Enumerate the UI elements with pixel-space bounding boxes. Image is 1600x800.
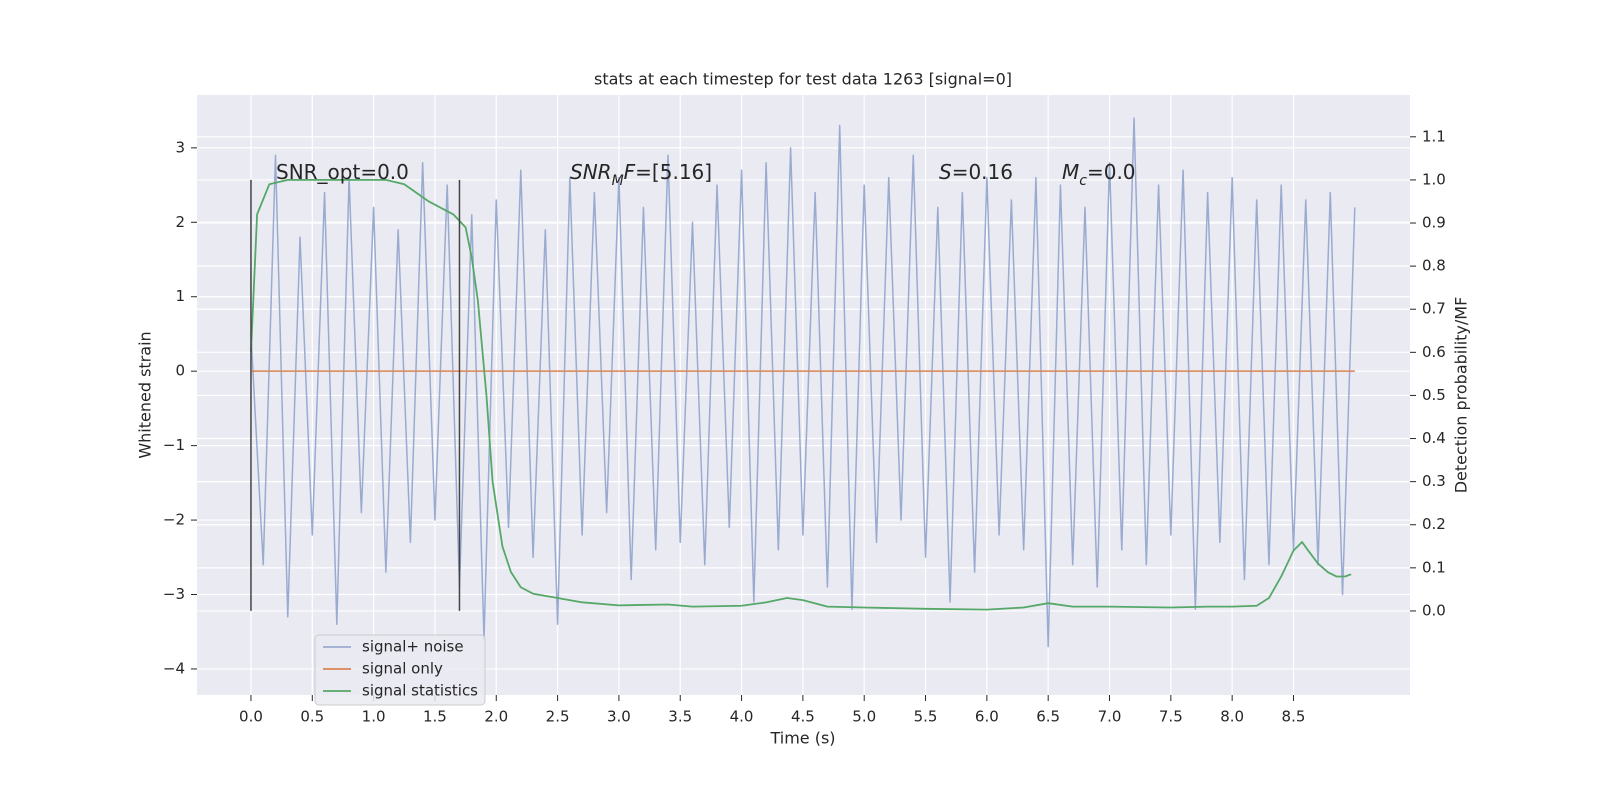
y-tick-label: −4	[163, 659, 185, 677]
x-tick-label: 8.0	[1220, 708, 1244, 726]
annotation: SNR_opt=0.0	[276, 160, 409, 184]
legend-box	[314, 634, 486, 706]
y-tick-label: 3	[175, 138, 185, 156]
annotation-part: =0.0	[1087, 160, 1136, 184]
y2-tick-label: 0.6	[1422, 343, 1446, 361]
x-tick-label: 1.5	[423, 708, 447, 726]
x-tick-label: 0.5	[300, 708, 324, 726]
y2-tick-label: 0.9	[1422, 214, 1446, 232]
chart-title: stats at each timestep for test data 126…	[594, 70, 1012, 89]
annotation-part: SNR	[570, 160, 612, 184]
annotation-part: M	[612, 173, 624, 189]
y-tick-label: 2	[175, 213, 185, 231]
annotation-part: =0.16	[952, 160, 1013, 184]
x-tick-label: 7.5	[1159, 708, 1183, 726]
y2-tick-label: 0.3	[1422, 472, 1446, 490]
series-line	[250, 117, 1356, 648]
x-tick-label: 5.0	[852, 708, 876, 726]
annotation-part: M	[1062, 160, 1079, 184]
y2-tick-label: 1.1	[1422, 127, 1446, 145]
x-tick-label: 8.5	[1282, 708, 1306, 726]
legend-label: signal only	[362, 660, 443, 678]
y-axis-label: Whitened strain	[136, 331, 155, 458]
legend-label: signal statistics	[362, 682, 478, 700]
y-tick-label: 1	[175, 287, 185, 305]
y-tick-label: −1	[163, 436, 185, 454]
y2-tick-label: 0.7	[1422, 300, 1446, 318]
annotation-part: =[5.16]	[635, 160, 712, 184]
y-tick-label: 0	[175, 362, 185, 380]
y2-tick-label: 0.2	[1422, 515, 1446, 533]
x-tick-label: 2.5	[546, 708, 570, 726]
y-tick-label: −2	[163, 511, 185, 529]
annotation: SNRMF=[5.16]	[570, 160, 712, 190]
annotation: S=0.16	[939, 160, 1013, 184]
x-tick-label: 2.0	[484, 708, 508, 726]
annotation-part: c	[1079, 173, 1087, 189]
x-tick-label: 6.5	[1036, 708, 1060, 726]
legend-label: signal+ noise	[362, 638, 464, 656]
annotation-part: SNR_opt=0.0	[276, 160, 409, 184]
y2-tick-label: 0.8	[1422, 257, 1446, 275]
y2-axis-label: Detection probability/MF	[1452, 297, 1471, 494]
y2-tick-label: 1.0	[1422, 170, 1446, 188]
x-axis-label: Time (s)	[769, 729, 835, 748]
x-tick-label: 4.5	[791, 708, 815, 726]
y-tick-label: −3	[163, 585, 185, 603]
x-tick-label: 4.0	[730, 708, 754, 726]
x-tick-label: 6.0	[975, 708, 999, 726]
annotation-part: F	[624, 160, 636, 184]
y2-tick-label: 0.5	[1422, 386, 1446, 404]
annotation-part: S	[939, 160, 952, 184]
x-tick-label: 7.0	[1098, 708, 1122, 726]
x-tick-label: 5.5	[914, 708, 938, 726]
x-tick-label: 3.0	[607, 708, 631, 726]
y2-tick-label: 0.1	[1422, 558, 1446, 576]
x-tick-label: 1.0	[362, 708, 386, 726]
series-line	[250, 179, 1352, 611]
annotation: Mc=0.0	[1062, 160, 1136, 190]
x-tick-label: 0.0	[239, 708, 263, 726]
x-tick-label: 3.5	[668, 708, 692, 726]
y2-tick-label: 0.0	[1422, 601, 1446, 619]
y2-tick-label: 0.4	[1422, 429, 1446, 447]
